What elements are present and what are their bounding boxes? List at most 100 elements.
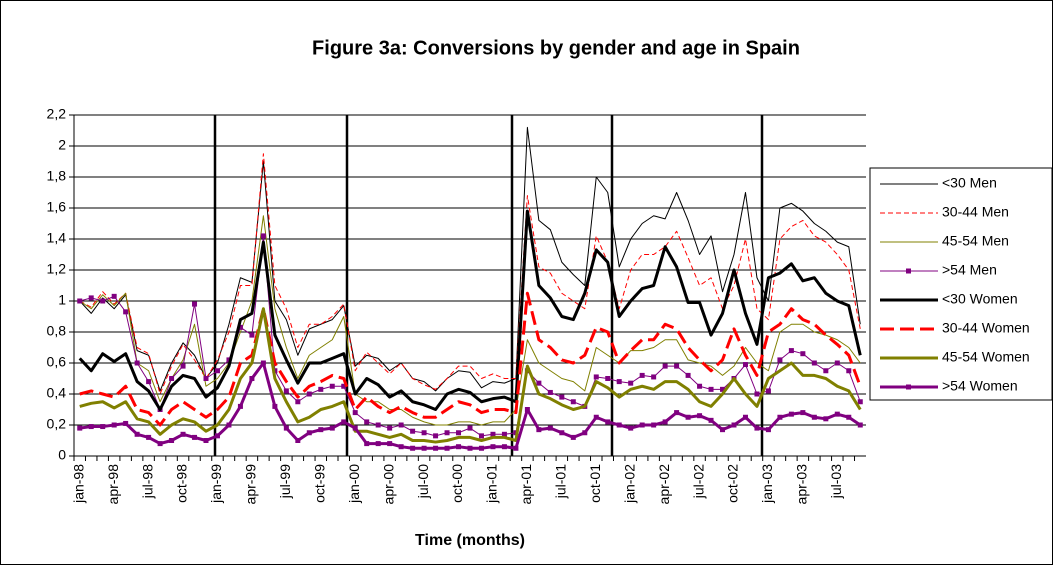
series-marker	[237, 403, 243, 409]
series-marker	[111, 422, 117, 428]
legend-label: 45-54 Women	[942, 349, 1030, 365]
series-marker	[444, 430, 450, 436]
series-marker	[272, 403, 278, 409]
series-line	[79, 215, 861, 426]
series-marker	[651, 422, 657, 428]
series-marker	[674, 410, 680, 416]
series-line	[79, 291, 862, 427]
chart-title: Figure 3a: Conversions by gender and age…	[312, 37, 800, 59]
y-tick-label: 1,8	[47, 168, 67, 184]
legend-marker	[906, 384, 911, 390]
x-tick-label: apr-00	[380, 464, 396, 505]
series-marker	[605, 376, 611, 381]
series-marker	[765, 388, 771, 394]
series-marker	[111, 293, 117, 299]
series-marker	[88, 424, 94, 430]
series-marker	[811, 360, 817, 366]
series-marker	[249, 376, 255, 381]
series-marker	[398, 422, 404, 428]
series-marker	[146, 434, 152, 440]
series-marker	[364, 441, 370, 447]
series-marker	[639, 422, 645, 428]
series-marker	[214, 433, 220, 439]
series-marker	[513, 445, 519, 451]
series-marker	[651, 374, 657, 380]
series-marker	[662, 363, 668, 369]
y-tick-label: 1,4	[47, 230, 67, 246]
series-marker	[433, 445, 439, 451]
series-marker	[628, 380, 634, 386]
series-marker	[731, 422, 737, 428]
x-tick-label: apr-01	[518, 464, 534, 505]
series-marker	[628, 425, 634, 431]
series-marker	[214, 368, 220, 374]
series-marker	[754, 425, 760, 431]
series-marker	[857, 422, 863, 428]
series-marker	[697, 383, 703, 389]
series-marker	[788, 411, 794, 417]
legend-box	[869, 167, 1053, 401]
legend-label: >54 Men	[942, 262, 997, 278]
series-marker	[536, 427, 542, 433]
series-marker	[306, 430, 312, 436]
series-marker	[456, 444, 462, 450]
series-marker	[421, 430, 427, 436]
series-marker	[237, 324, 243, 330]
series-marker	[306, 391, 312, 397]
series-marker	[547, 389, 553, 395]
series-marker	[329, 383, 335, 389]
x-tick-label: jan-01	[484, 464, 500, 504]
series-marker	[318, 386, 324, 392]
series-marker	[203, 376, 209, 381]
legend-label: 30-44 Men	[942, 204, 1009, 220]
series-marker	[341, 383, 347, 389]
legend-label: <30 Men	[942, 175, 997, 191]
series-marker	[685, 414, 691, 420]
series-marker	[180, 363, 186, 369]
series-marker	[410, 445, 416, 451]
series-marker	[593, 414, 599, 420]
series-marker	[823, 368, 829, 374]
series-marker	[123, 309, 129, 315]
series-marker	[260, 233, 266, 239]
series-marker	[260, 360, 266, 366]
series-marker	[352, 425, 358, 431]
y-tick-label: 0,8	[47, 323, 67, 339]
x-axis-title: Time (months)	[415, 532, 525, 549]
series-marker	[720, 427, 726, 433]
series-marker	[524, 407, 530, 412]
series-marker	[467, 445, 473, 451]
y-tick-label: 0,2	[47, 416, 67, 432]
series-marker	[616, 379, 622, 385]
series-marker	[467, 425, 473, 431]
x-tick-label: oct-01	[587, 464, 603, 503]
series-marker	[834, 411, 840, 417]
series-marker	[846, 368, 852, 374]
series-marker	[283, 388, 289, 394]
series-marker	[456, 430, 462, 436]
x-tick-label: jan-98	[70, 464, 86, 504]
x-tick-label: oct-02	[725, 464, 741, 503]
series-marker	[123, 420, 129, 426]
series-marker	[295, 438, 301, 443]
x-tick-label: oct-98	[174, 464, 190, 503]
series-marker	[88, 295, 94, 301]
series-marker	[352, 410, 358, 416]
x-tick-label: apr-99	[243, 464, 259, 505]
period-separators	[213, 115, 764, 456]
series-marker	[192, 301, 198, 307]
x-tick-label: apr-02	[656, 464, 672, 505]
series-marker	[77, 425, 83, 431]
series-marker	[375, 441, 381, 447]
y-tick-label: 2,2	[47, 106, 67, 122]
series-marker	[777, 414, 783, 420]
series-marker	[547, 425, 553, 431]
legend-marker	[906, 268, 911, 274]
series-marker	[433, 433, 439, 439]
series-marker	[800, 410, 806, 416]
series-marker	[788, 348, 794, 354]
series-marker	[800, 351, 806, 357]
series-marker	[570, 434, 576, 440]
